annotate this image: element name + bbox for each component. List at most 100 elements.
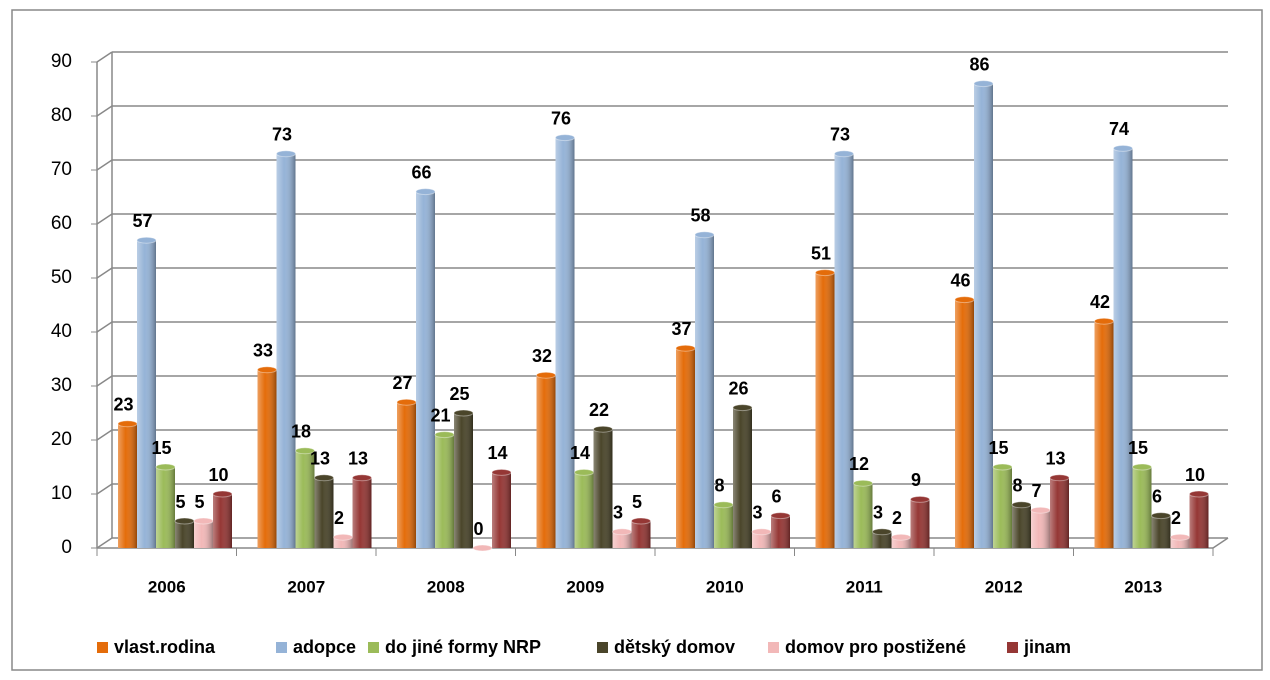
bar-top	[751, 528, 772, 536]
bar-top	[612, 528, 632, 536]
x-tick-label: 2006	[148, 577, 186, 596]
bar-top	[732, 404, 753, 412]
bar-top	[333, 533, 353, 541]
bar-shade	[213, 494, 232, 548]
bar-top	[352, 474, 372, 482]
bar-shade	[853, 483, 873, 548]
grid-line	[96, 375, 113, 387]
data-label: 51	[811, 243, 831, 263]
data-label: 21	[430, 405, 450, 425]
bar-top	[992, 463, 1013, 471]
data-label: 12	[849, 454, 869, 474]
bar-shade	[974, 83, 993, 548]
data-label: 0	[473, 519, 483, 539]
bar-top	[1132, 463, 1152, 471]
grid-line	[96, 105, 113, 117]
y-tick-label: 30	[51, 375, 72, 396]
legend-swatch	[1007, 642, 1018, 653]
bar-shade	[593, 429, 613, 548]
bar-shade	[695, 234, 714, 549]
y-tick-label: 10	[51, 483, 72, 504]
bar-top	[434, 431, 455, 439]
data-label: 3	[752, 503, 762, 523]
bar-top	[136, 236, 157, 244]
grid-line	[96, 267, 113, 279]
bar-shade	[175, 521, 194, 548]
legend-label: do jiné formy NRP	[385, 637, 541, 657]
bar-shade	[815, 272, 835, 548]
bar-top	[770, 512, 791, 520]
bar-top	[472, 544, 493, 552]
bar-top	[631, 517, 651, 525]
bar-shade	[416, 191, 435, 548]
bar-shade	[295, 450, 315, 548]
bar-shade	[137, 240, 156, 548]
bar-top	[574, 468, 594, 476]
bar-top	[193, 517, 214, 525]
bar-shade	[676, 348, 695, 548]
bar-top	[834, 150, 854, 158]
legend-label: vlast.rodina	[114, 637, 216, 657]
grid-line	[96, 429, 113, 441]
bar-shade	[993, 467, 1012, 548]
bar-top	[415, 188, 436, 196]
bar-top	[155, 463, 176, 471]
data-label: 76	[551, 108, 571, 128]
bar-top	[1030, 506, 1051, 514]
bar-shade	[733, 407, 752, 548]
bar-shade	[771, 515, 790, 548]
data-label: 33	[253, 341, 273, 361]
data-label: 73	[830, 125, 850, 145]
bar-shade	[352, 477, 372, 548]
bar-shade	[631, 521, 651, 548]
bar-top	[675, 344, 696, 352]
data-label: 10	[208, 465, 228, 485]
data-label: 32	[532, 346, 552, 366]
bar-top	[257, 366, 277, 374]
bar-shade	[276, 153, 296, 549]
data-label: 9	[911, 470, 921, 490]
data-label: 14	[487, 443, 507, 463]
bar-top	[1094, 317, 1114, 325]
bar-top	[174, 517, 195, 525]
bar-top	[1049, 474, 1070, 482]
grid-line	[96, 321, 113, 333]
data-label: 14	[570, 443, 590, 463]
bar-shade	[1189, 494, 1209, 548]
data-label: 10	[1185, 465, 1205, 485]
bar-top	[453, 409, 474, 417]
data-label: 5	[632, 492, 642, 512]
bar-shade	[1012, 504, 1031, 548]
data-label: 15	[1128, 438, 1148, 458]
data-label: 27	[392, 373, 412, 393]
bar-top	[212, 490, 233, 498]
bar-shade	[555, 137, 575, 548]
bar-top	[396, 398, 417, 406]
bar-top	[555, 134, 575, 142]
bar-top	[872, 528, 892, 536]
x-tick-label: 2009	[566, 577, 604, 596]
bar-shade	[1113, 148, 1133, 548]
chart-frame	[11, 9, 1263, 671]
legend-label: adopce	[293, 637, 356, 657]
y-tick-label: 50	[51, 267, 72, 288]
bar-shade	[1170, 537, 1190, 548]
bar-top	[973, 80, 994, 88]
bar-shade	[118, 423, 137, 548]
bar-top	[694, 231, 715, 239]
x-tick-label: 2013	[1124, 577, 1162, 596]
data-label: 25	[449, 384, 469, 404]
bar-top	[491, 468, 512, 476]
bar-top	[593, 425, 613, 433]
bar-shade	[891, 537, 911, 548]
grid-line	[96, 483, 113, 495]
legend-label: dětský domov	[614, 637, 735, 657]
bar-shade	[752, 531, 771, 548]
data-label: 2	[892, 508, 902, 528]
data-label: 2	[1171, 508, 1181, 528]
bar-shade	[536, 375, 556, 548]
x-tick-label: 2007	[287, 577, 325, 596]
legend-label: jinam	[1023, 637, 1071, 657]
bar-top	[910, 495, 930, 503]
